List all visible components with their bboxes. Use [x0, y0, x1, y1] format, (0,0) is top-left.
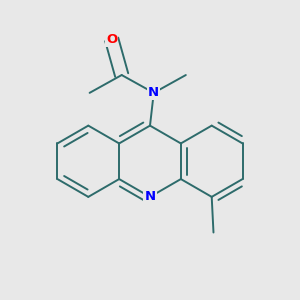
Text: O: O [106, 33, 117, 46]
Text: N: N [144, 190, 156, 203]
Text: N: N [148, 86, 159, 99]
